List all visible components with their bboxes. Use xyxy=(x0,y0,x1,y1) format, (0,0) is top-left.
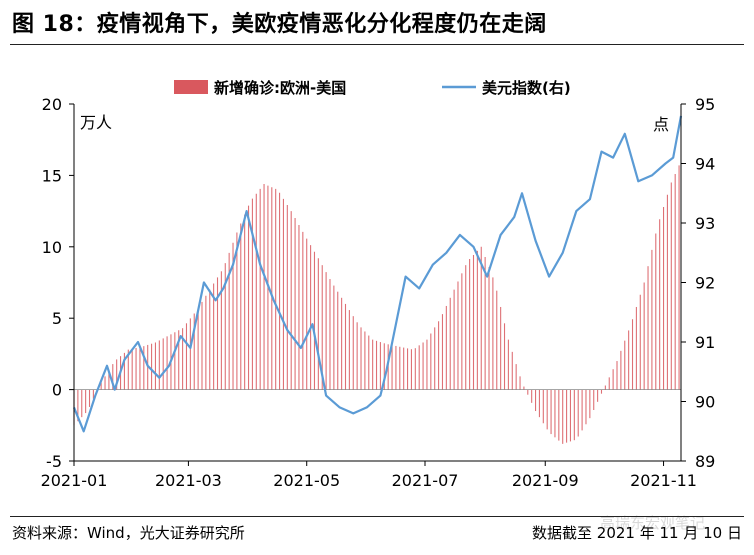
dollar-index-line xyxy=(72,115,683,433)
axes: -5 0 5 10 15 20 89 90 91 92 93 94 95 2021-01 2021-03 20… xyxy=(41,95,716,490)
footer-rule xyxy=(10,516,744,517)
right-tick-label: 89 xyxy=(695,452,715,471)
right-tick-label: 94 xyxy=(695,155,715,174)
line-series xyxy=(72,115,683,433)
right-tick-label: 93 xyxy=(695,214,715,233)
x-tick-label: 2021-07 xyxy=(392,471,459,490)
left-axis-unit: 万人 xyxy=(80,113,112,132)
right-tick-label: 95 xyxy=(695,95,715,114)
left-tick-label: 5 xyxy=(52,309,62,328)
left-tick-label: -5 xyxy=(46,452,62,471)
legend: 新增确诊:欧洲-美国 美元指数(右) 高瑞东宏观笔记 xyxy=(174,79,705,532)
right-axis-unit: 点 xyxy=(653,115,669,134)
right-tick-label: 90 xyxy=(695,393,715,412)
x-tick-label: 2021-03 xyxy=(155,471,222,490)
x-tick-label: 2021-05 xyxy=(273,471,340,490)
x-tick-label: 2021-01 xyxy=(41,471,108,490)
legend-bar-swatch xyxy=(174,80,208,94)
left-tick-label: 10 xyxy=(42,238,62,257)
title-rule xyxy=(10,44,744,45)
bar-series xyxy=(73,165,680,444)
right-tick-label: 91 xyxy=(695,333,715,352)
data-cutoff-note: 数据截至 2021 年 11 月 10 日 xyxy=(532,524,742,542)
left-tick-label: 20 xyxy=(42,95,62,114)
legend-bar-label: 新增确诊:欧洲-美国 xyxy=(214,79,346,97)
left-tick-label: 0 xyxy=(52,381,62,400)
left-tick-label: 15 xyxy=(42,166,62,185)
watermark: 高瑞东宏观笔记 xyxy=(600,514,705,532)
x-tick-label: 2021-11 xyxy=(630,471,697,490)
figure-title: 图 18：疫情视角下，美欧疫情恶化分化程度仍在走阔 xyxy=(12,12,547,37)
legend-line-label: 美元指数(右) xyxy=(482,79,571,97)
x-tick-label: 2021-09 xyxy=(512,471,579,490)
right-tick-label: 92 xyxy=(695,274,715,293)
source-note: 资料来源：Wind，光大证券研究所 xyxy=(12,524,245,542)
